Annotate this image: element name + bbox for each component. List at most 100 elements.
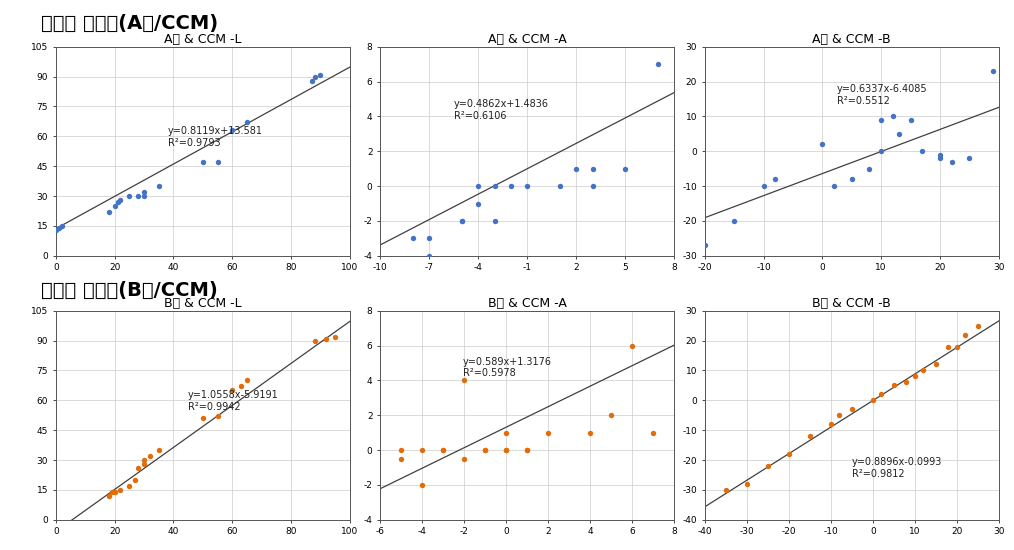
- Point: [487, 182, 503, 190]
- Point: [470, 199, 487, 208]
- Point: [435, 446, 451, 454]
- Point: [814, 140, 830, 148]
- Point: [478, 446, 494, 454]
- Point: [100, 492, 117, 500]
- Point: [405, 234, 421, 243]
- Point: [645, 428, 661, 437]
- Point: [697, 241, 713, 250]
- Text: y=0.6337x-6.4085
R²=0.5512: y=0.6337x-6.4085 R²=0.5512: [837, 84, 928, 106]
- Point: [498, 428, 514, 437]
- Point: [312, 70, 329, 79]
- Point: [122, 191, 138, 200]
- Point: [552, 182, 568, 190]
- Point: [603, 411, 620, 420]
- Point: [915, 366, 931, 375]
- Point: [130, 464, 146, 472]
- Text: y=0.4862x+1.4836
R²=0.6106: y=0.4862x+1.4836 R²=0.6106: [454, 99, 549, 120]
- Point: [103, 487, 120, 496]
- Point: [969, 321, 986, 330]
- Point: [414, 446, 430, 454]
- Point: [961, 154, 977, 163]
- Point: [393, 454, 410, 463]
- Point: [210, 158, 226, 167]
- Point: [122, 481, 138, 490]
- Point: [195, 414, 211, 422]
- Point: [902, 116, 919, 124]
- Point: [915, 147, 931, 156]
- Point: [142, 452, 158, 460]
- Point: [625, 341, 641, 350]
- Point: [470, 182, 487, 190]
- Point: [51, 223, 67, 232]
- Text: 휴대용 측색기(A사/CCM): 휴대용 측색기(A사/CCM): [41, 14, 218, 33]
- Point: [519, 446, 535, 454]
- Point: [873, 116, 889, 124]
- Point: [224, 386, 240, 395]
- Point: [54, 222, 70, 230]
- Text: 휴대용 측색기(B사/CCM): 휴대용 측색기(B사/CCM): [41, 280, 217, 300]
- Point: [726, 217, 742, 226]
- Point: [907, 372, 923, 381]
- Point: [898, 378, 915, 387]
- Point: [519, 446, 535, 454]
- Point: [456, 454, 473, 463]
- Point: [718, 486, 734, 494]
- Point: [136, 460, 152, 469]
- Point: [944, 157, 960, 166]
- Point: [885, 381, 901, 390]
- Point: [932, 154, 948, 163]
- Point: [150, 182, 166, 190]
- Point: [113, 196, 129, 205]
- Point: [306, 72, 322, 81]
- Point: [454, 217, 470, 226]
- Point: [503, 182, 519, 190]
- Point: [932, 150, 948, 159]
- Point: [802, 432, 818, 441]
- Point: [224, 126, 240, 135]
- Point: [844, 175, 860, 184]
- Text: y=0.8119x+13.581
R²=0.9793: y=0.8119x+13.581 R²=0.9793: [167, 126, 263, 148]
- Point: [478, 446, 494, 454]
- Text: y=0.8896x-0.0993
R²=0.9812: y=0.8896x-0.0993 R²=0.9812: [852, 457, 942, 478]
- Point: [759, 461, 776, 470]
- Point: [106, 202, 123, 211]
- Point: [949, 342, 965, 351]
- Title: B사 & CCM -B: B사 & CCM -B: [812, 296, 891, 310]
- Point: [100, 207, 117, 216]
- Point: [136, 188, 152, 196]
- Point: [130, 191, 146, 200]
- Point: [327, 332, 343, 341]
- Point: [844, 405, 860, 414]
- Point: [928, 360, 944, 369]
- Point: [568, 164, 584, 173]
- Point: [239, 118, 256, 127]
- Point: [738, 480, 754, 488]
- Point: [456, 376, 473, 385]
- Point: [136, 455, 152, 464]
- Point: [414, 481, 430, 490]
- Point: [826, 182, 843, 190]
- Title: A사 & CCM -B: A사 & CCM -B: [812, 32, 891, 46]
- Point: [233, 382, 249, 391]
- Point: [768, 175, 784, 184]
- Point: [584, 182, 600, 190]
- Point: [755, 182, 772, 190]
- Point: [306, 336, 322, 345]
- Point: [873, 147, 889, 156]
- Point: [318, 334, 335, 343]
- Point: [940, 342, 956, 351]
- Text: y=0.589x+1.3176
R²=0.5978: y=0.589x+1.3176 R²=0.5978: [462, 357, 552, 378]
- Point: [584, 164, 600, 173]
- Point: [985, 67, 1001, 75]
- Point: [650, 60, 666, 69]
- Point: [822, 420, 839, 428]
- Point: [421, 251, 437, 260]
- Point: [210, 412, 226, 421]
- Point: [150, 446, 166, 454]
- Point: [239, 376, 256, 385]
- Point: [106, 487, 123, 496]
- Point: [519, 182, 535, 190]
- Point: [873, 390, 889, 399]
- Point: [582, 428, 598, 437]
- Point: [421, 234, 437, 243]
